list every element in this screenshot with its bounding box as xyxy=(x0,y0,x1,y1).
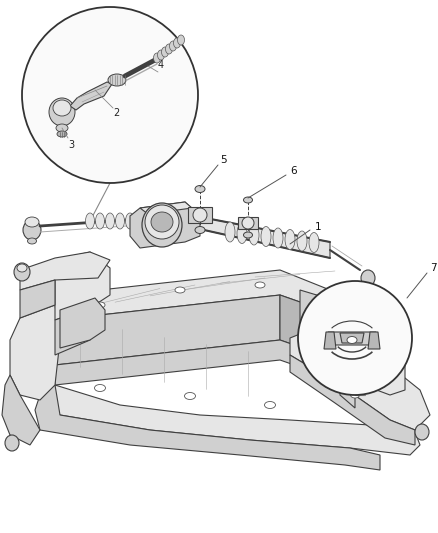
Ellipse shape xyxy=(166,44,173,54)
Ellipse shape xyxy=(28,238,36,244)
Polygon shape xyxy=(238,217,258,229)
Ellipse shape xyxy=(23,220,41,240)
Ellipse shape xyxy=(162,47,169,57)
Ellipse shape xyxy=(142,203,182,247)
Polygon shape xyxy=(55,340,380,395)
Ellipse shape xyxy=(17,264,27,272)
Ellipse shape xyxy=(95,384,106,392)
Ellipse shape xyxy=(415,424,429,440)
Ellipse shape xyxy=(255,282,265,288)
Polygon shape xyxy=(55,308,90,355)
Text: 6: 6 xyxy=(290,166,297,176)
Ellipse shape xyxy=(25,217,39,227)
Polygon shape xyxy=(70,82,112,110)
Ellipse shape xyxy=(57,131,67,137)
Polygon shape xyxy=(60,298,105,348)
Ellipse shape xyxy=(193,208,207,222)
Ellipse shape xyxy=(95,302,105,308)
Polygon shape xyxy=(328,332,376,345)
Ellipse shape xyxy=(49,98,75,126)
Text: 4: 4 xyxy=(158,60,164,70)
Ellipse shape xyxy=(175,287,185,293)
Ellipse shape xyxy=(364,288,371,292)
Ellipse shape xyxy=(158,50,165,60)
Ellipse shape xyxy=(237,223,247,244)
Ellipse shape xyxy=(5,435,19,451)
Polygon shape xyxy=(40,385,420,455)
Ellipse shape xyxy=(309,232,319,253)
Polygon shape xyxy=(35,385,380,470)
Text: 3: 3 xyxy=(68,140,74,150)
Polygon shape xyxy=(280,295,380,375)
Ellipse shape xyxy=(170,41,177,51)
Ellipse shape xyxy=(297,231,307,251)
Polygon shape xyxy=(2,375,40,445)
Ellipse shape xyxy=(108,74,126,86)
Ellipse shape xyxy=(53,100,71,116)
Polygon shape xyxy=(340,368,355,408)
Ellipse shape xyxy=(347,336,357,343)
Ellipse shape xyxy=(116,213,124,229)
Ellipse shape xyxy=(249,225,259,245)
Ellipse shape xyxy=(177,35,184,45)
Ellipse shape xyxy=(265,401,276,408)
Ellipse shape xyxy=(151,212,173,232)
Ellipse shape xyxy=(56,124,68,132)
Ellipse shape xyxy=(273,228,283,248)
Text: 1: 1 xyxy=(315,222,321,232)
Ellipse shape xyxy=(371,372,379,378)
Ellipse shape xyxy=(85,213,95,229)
Ellipse shape xyxy=(364,283,372,289)
Circle shape xyxy=(298,281,412,395)
Text: 2: 2 xyxy=(113,108,119,118)
Ellipse shape xyxy=(14,263,30,281)
Polygon shape xyxy=(290,355,415,445)
Ellipse shape xyxy=(184,392,195,400)
Ellipse shape xyxy=(244,197,252,203)
Polygon shape xyxy=(130,202,200,248)
Ellipse shape xyxy=(350,392,360,398)
Text: 7: 7 xyxy=(430,263,437,273)
Polygon shape xyxy=(10,305,60,400)
Text: 5: 5 xyxy=(220,155,226,165)
Polygon shape xyxy=(340,333,364,343)
Ellipse shape xyxy=(95,213,105,229)
Ellipse shape xyxy=(153,53,160,63)
Ellipse shape xyxy=(244,232,252,238)
Polygon shape xyxy=(324,332,336,349)
Polygon shape xyxy=(300,290,380,355)
Ellipse shape xyxy=(225,222,235,242)
Ellipse shape xyxy=(195,227,205,233)
Polygon shape xyxy=(55,270,380,330)
Polygon shape xyxy=(188,207,212,223)
Polygon shape xyxy=(340,330,405,395)
Ellipse shape xyxy=(173,38,180,48)
Polygon shape xyxy=(195,216,330,258)
Polygon shape xyxy=(140,202,192,214)
Polygon shape xyxy=(20,280,55,318)
Polygon shape xyxy=(368,332,380,349)
Polygon shape xyxy=(55,295,280,365)
Ellipse shape xyxy=(361,270,375,286)
Circle shape xyxy=(22,7,198,183)
Ellipse shape xyxy=(195,185,205,192)
Ellipse shape xyxy=(335,315,345,321)
Ellipse shape xyxy=(126,213,134,229)
Ellipse shape xyxy=(242,217,254,229)
Polygon shape xyxy=(55,252,110,320)
Ellipse shape xyxy=(106,213,114,229)
Ellipse shape xyxy=(285,230,295,249)
Ellipse shape xyxy=(356,347,364,353)
Ellipse shape xyxy=(261,227,271,246)
Polygon shape xyxy=(290,330,430,430)
Polygon shape xyxy=(20,252,110,290)
Ellipse shape xyxy=(145,205,179,239)
